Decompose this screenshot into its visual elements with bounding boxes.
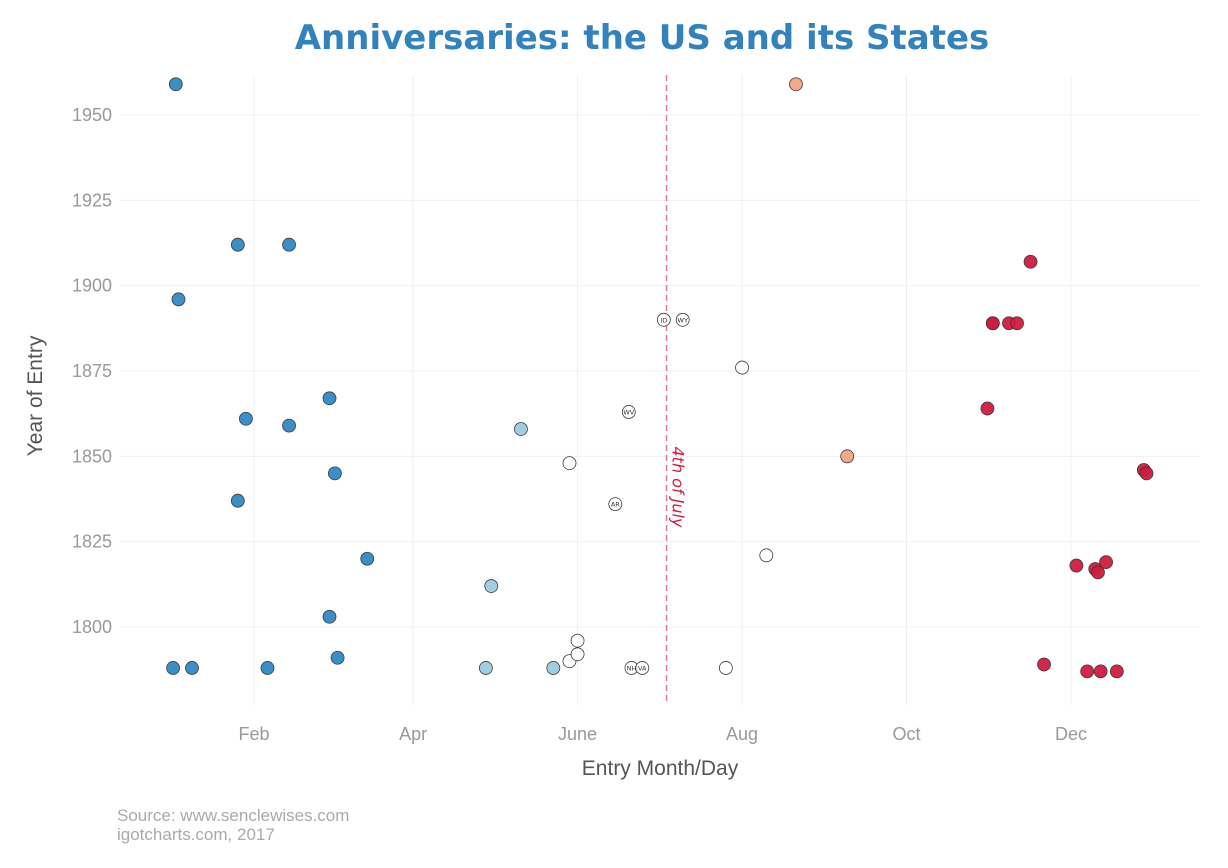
data-point [166,661,181,675]
data-point [1023,254,1038,269]
data-point [1037,657,1051,672]
credit-note: igotcharts.com, 2017 [117,825,275,844]
data-point [168,77,183,92]
data-point [230,493,245,508]
source-note: Source: www.senclewises.com [117,806,350,825]
data-point [1109,664,1124,679]
data-point [330,650,345,665]
data-point [608,497,623,512]
x-tick-label: Oct [893,724,921,744]
data-point [171,292,186,307]
data-point [570,647,585,662]
data-point [759,548,774,563]
data-point-label: WV [623,408,634,416]
data-point [282,237,296,252]
data-point [327,466,342,481]
data-point [322,609,337,624]
data-point [514,422,528,436]
data-point [1091,565,1105,580]
data-point [260,661,275,675]
data-point [484,579,499,593]
y-tick-label: 1925 [72,190,112,210]
data-point [656,312,671,327]
grid [120,75,1200,705]
data-point [360,551,375,566]
x-axis-title: Entry Month/Day [582,757,739,780]
x-tick-label: Feb [238,724,269,744]
reference-line-label: 4th of July [669,447,688,528]
data-point [1010,316,1024,331]
data-point [985,316,1000,331]
data-point [735,360,749,375]
data-point [635,661,650,675]
x-tick-label: Aug [726,724,758,744]
data-point [980,401,995,416]
data-point [570,633,585,648]
data-point [546,661,561,675]
y-tick-label: 1950 [72,105,112,125]
data-point [562,456,577,471]
data-point [185,661,199,675]
y-tick-label: 1900 [72,276,112,296]
reference-line-group: 4th of July [665,75,688,705]
y-tick-label: 1875 [72,361,112,381]
x-tick-label: Apr [399,724,427,744]
data-point [789,77,803,92]
data-point [1080,664,1095,679]
x-tick-label: June [558,724,597,744]
data-points: AR WV NH VA ID WY [166,77,1154,679]
data-point [322,391,337,406]
y-tick-label: 1825 [72,532,112,552]
data-point [230,237,245,252]
data-point-label: VA [638,664,647,672]
y-axis-title: Year of Entry [24,335,47,456]
data-point [1099,555,1113,570]
data-point [1093,664,1108,679]
data-point [1139,466,1154,481]
data-point [675,312,690,327]
data-point [239,411,253,426]
data-point-label: WY [678,316,688,324]
data-point-label: NH [627,664,637,672]
x-tick-label: Dec [1055,724,1087,744]
data-point-label: AR [611,501,620,509]
data-point-label: ID [660,316,667,324]
data-point [1069,558,1084,573]
data-point [718,661,733,675]
y-tick-label: 1850 [72,446,112,466]
chart-title: Anniversaries: the US and its States [294,18,990,58]
data-point [621,405,636,419]
data-point [840,449,855,464]
axes: 1800 1825 1850 1875 1900 1925 1950 Feb Apr June Au… [24,105,1087,780]
y-tick-label: 1800 [72,617,112,637]
data-point [282,418,296,433]
data-point [478,661,493,675]
